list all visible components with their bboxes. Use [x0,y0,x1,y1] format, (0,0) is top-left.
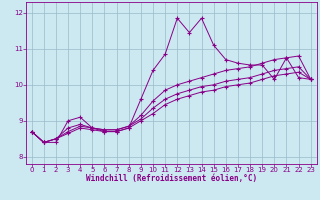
X-axis label: Windchill (Refroidissement éolien,°C): Windchill (Refroidissement éolien,°C) [86,174,257,183]
